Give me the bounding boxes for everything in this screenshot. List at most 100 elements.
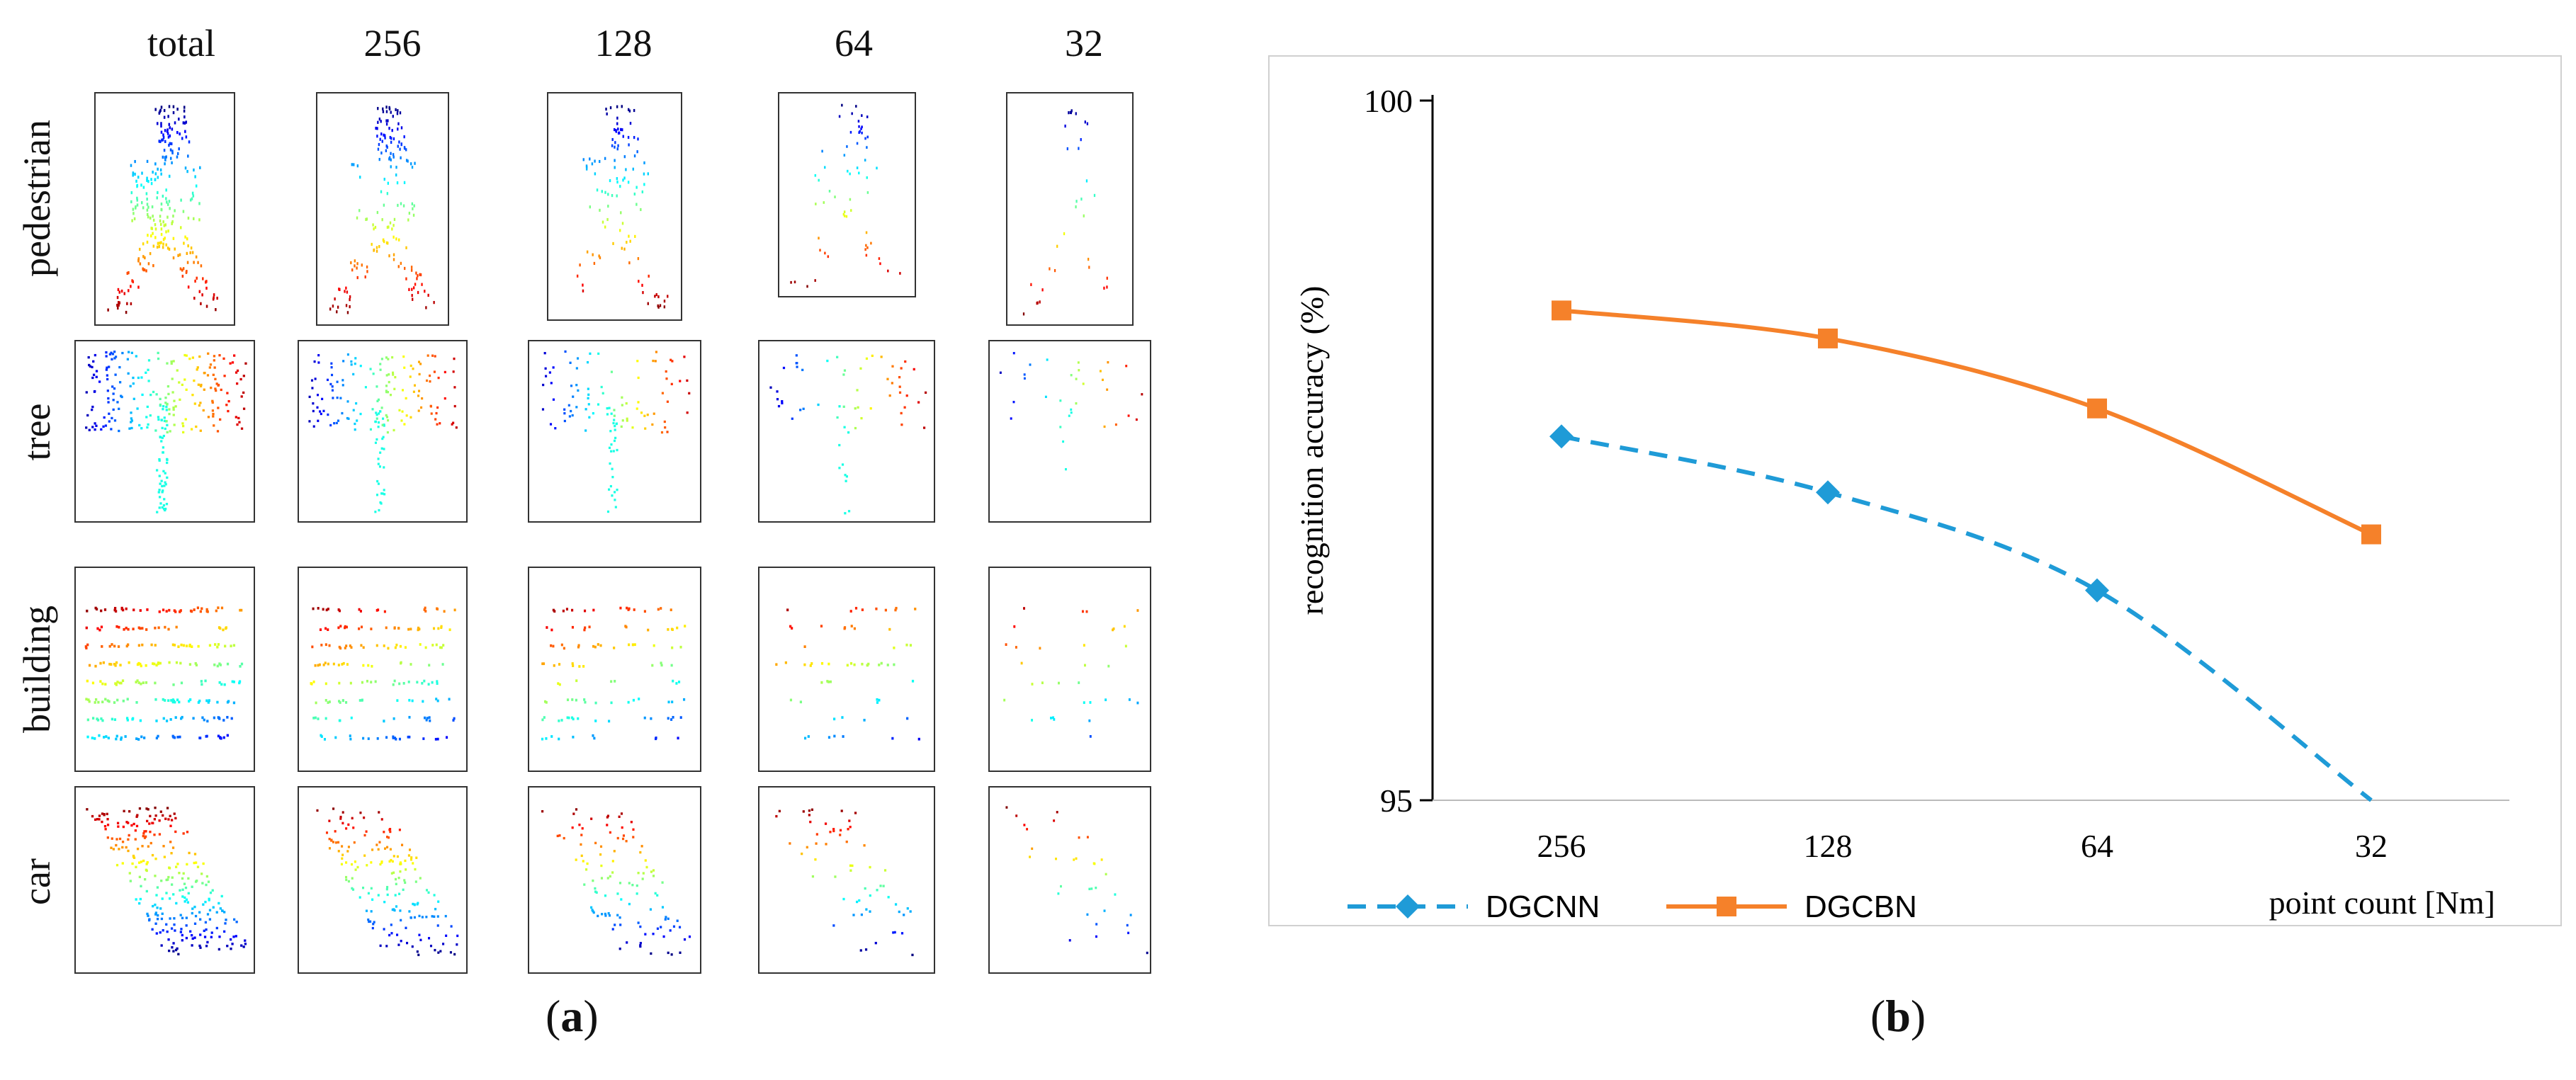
point <box>196 368 198 371</box>
point <box>158 245 161 249</box>
point <box>176 698 179 702</box>
point <box>366 265 368 269</box>
point <box>542 662 546 666</box>
point <box>99 661 102 665</box>
point <box>347 311 349 314</box>
point <box>332 305 334 308</box>
point <box>191 907 194 910</box>
point <box>670 718 673 721</box>
point <box>421 397 424 400</box>
point <box>650 717 653 720</box>
point <box>137 861 141 864</box>
point <box>453 386 456 389</box>
point <box>325 608 328 612</box>
point <box>166 246 169 250</box>
point <box>196 366 199 369</box>
point <box>667 627 670 631</box>
point <box>197 644 200 648</box>
point <box>194 661 197 665</box>
point <box>237 416 240 420</box>
point <box>377 426 380 428</box>
point <box>775 663 778 666</box>
point <box>206 720 209 723</box>
point <box>898 375 901 379</box>
point <box>96 627 99 630</box>
point <box>183 109 186 113</box>
point <box>173 424 176 426</box>
point <box>584 626 587 630</box>
point <box>585 164 588 168</box>
point <box>356 865 359 869</box>
point <box>115 737 118 741</box>
point <box>385 385 388 387</box>
point <box>180 226 182 229</box>
point <box>388 157 390 161</box>
point <box>632 698 635 702</box>
point <box>359 176 361 179</box>
point <box>99 680 102 683</box>
point <box>405 148 407 152</box>
point <box>170 883 174 886</box>
point <box>650 870 653 873</box>
point <box>419 273 422 276</box>
point <box>186 863 188 866</box>
point <box>96 718 100 722</box>
point <box>799 409 802 411</box>
point <box>393 387 396 390</box>
point <box>833 195 836 198</box>
point <box>654 360 657 363</box>
point <box>135 824 139 828</box>
point <box>840 103 843 107</box>
point <box>845 475 848 478</box>
point <box>159 907 162 910</box>
point <box>625 625 628 629</box>
point <box>172 110 175 115</box>
point <box>154 172 157 176</box>
point <box>346 663 349 666</box>
point <box>639 941 642 945</box>
point <box>584 408 587 411</box>
point <box>411 268 413 272</box>
point <box>1088 257 1090 261</box>
point <box>1136 701 1139 705</box>
point <box>142 255 145 258</box>
point <box>560 719 563 722</box>
point <box>617 127 619 131</box>
point <box>606 824 609 826</box>
point <box>117 825 120 828</box>
point <box>371 926 374 930</box>
point <box>378 465 381 468</box>
point <box>86 718 89 722</box>
point <box>159 241 161 245</box>
point <box>108 365 111 368</box>
point <box>385 144 388 148</box>
point <box>164 427 166 431</box>
point <box>136 663 140 666</box>
point <box>1015 814 1018 817</box>
point <box>655 351 657 353</box>
point <box>98 628 101 632</box>
point <box>152 662 154 665</box>
point <box>922 426 926 429</box>
point <box>184 235 186 239</box>
point <box>1070 408 1073 411</box>
point <box>338 681 341 685</box>
point <box>374 511 377 513</box>
point <box>418 373 421 376</box>
point <box>604 894 607 897</box>
point <box>413 916 416 919</box>
point <box>417 409 420 412</box>
point <box>371 242 373 246</box>
point <box>115 863 119 867</box>
point <box>429 944 433 948</box>
point <box>397 181 399 185</box>
point <box>385 416 389 419</box>
point <box>563 411 566 415</box>
point <box>158 140 161 143</box>
point <box>162 845 165 848</box>
point <box>181 916 184 920</box>
point <box>613 439 616 443</box>
point <box>375 438 378 441</box>
point <box>225 404 228 407</box>
point <box>398 140 401 144</box>
